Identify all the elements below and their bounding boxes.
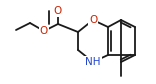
Text: O: O [54,6,62,16]
Text: O: O [40,26,48,36]
Text: NH: NH [85,57,101,67]
Text: O: O [89,15,97,25]
